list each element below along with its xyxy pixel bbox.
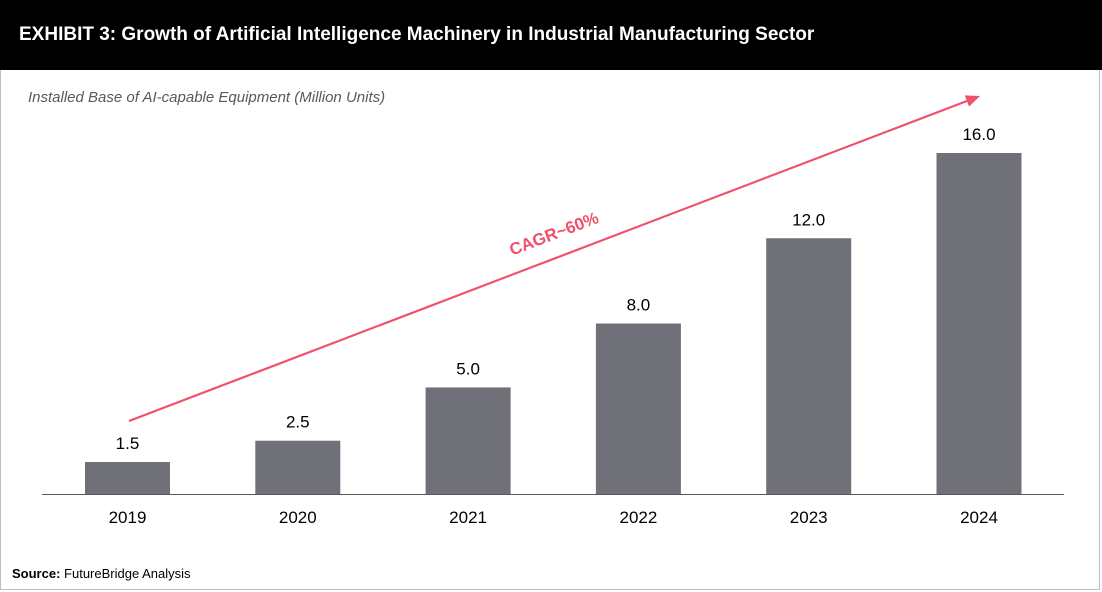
cagr-annotation: CAGR~60% xyxy=(507,208,602,259)
exhibit-title: EXHIBIT 3: Growth of Artificial Intellig… xyxy=(19,24,815,45)
cagr-arrow-head xyxy=(964,95,980,107)
source-note: Source: FutureBridge Analysis xyxy=(12,566,190,581)
value-label-2023: 12.0 xyxy=(792,210,825,229)
value-label-2024: 16.0 xyxy=(962,125,995,144)
category-label-2023: 2023 xyxy=(790,508,828,527)
cagr-arrow-line xyxy=(128,99,968,423)
category-label-2021: 2021 xyxy=(449,508,487,527)
bar-2021 xyxy=(425,387,511,494)
value-label-2019: 1.5 xyxy=(116,434,140,453)
category-label-2024: 2024 xyxy=(960,508,998,527)
category-label-2019: 2019 xyxy=(109,508,147,527)
bar-2020 xyxy=(255,440,341,494)
bar-2022 xyxy=(595,323,681,494)
category-label-2022: 2022 xyxy=(619,508,657,527)
value-label-2022: 8.0 xyxy=(627,296,651,315)
chart-subtitle: Installed Base of AI-capable Equipment (… xyxy=(28,89,386,106)
value-label-2020: 2.5 xyxy=(286,413,310,432)
source-label: Source: xyxy=(12,566,61,581)
exhibit-header: EXHIBIT 3: Growth of Artificial Intellig… xyxy=(0,0,1102,70)
bar-2019 xyxy=(85,462,170,494)
source-text: FutureBridge Analysis xyxy=(64,566,191,581)
bar-2024 xyxy=(936,153,1022,494)
category-label-2020: 2020 xyxy=(279,508,317,527)
value-label-2021: 5.0 xyxy=(456,359,480,378)
bar-2023 xyxy=(766,238,852,494)
